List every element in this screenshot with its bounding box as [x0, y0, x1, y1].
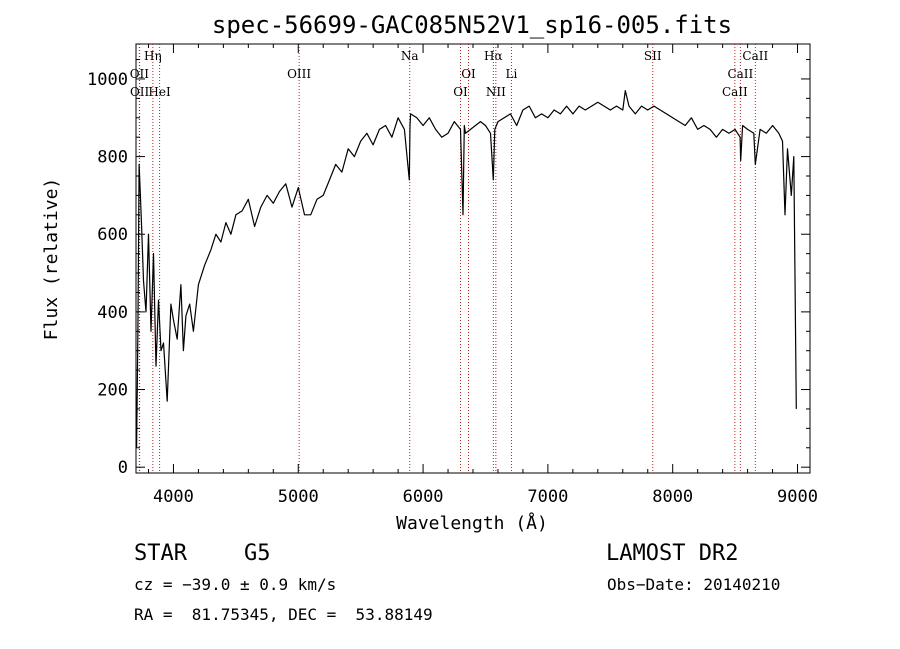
- spectrum-series: [136, 89, 797, 448]
- redshift-velocity: cz = −39.0 ± 0.9 km/s: [134, 575, 337, 594]
- x-axis-label: Wavelength (Å): [396, 512, 548, 534]
- spectral-line-label: NII: [486, 85, 506, 99]
- spectral-line-label: OIII: [287, 67, 311, 81]
- chart-title: spec-56699-GAC085N52V1_sp16-005.fits: [212, 11, 732, 39]
- object-class: STAR: [134, 541, 187, 566]
- spectral-line-label: Hα: [484, 49, 503, 63]
- y-tick-label: 800: [97, 148, 128, 168]
- object-subclass: G5: [244, 541, 271, 566]
- y-axis-label: Flux (relative): [41, 178, 62, 341]
- spectral-line-label: OI: [461, 67, 476, 81]
- plot-border: [135, 43, 811, 474]
- spectral-line-label: OI: [453, 85, 468, 99]
- x-tick-label: 7000: [527, 487, 568, 507]
- plot-frame: [135, 43, 811, 474]
- y-tick-label: 600: [97, 225, 128, 245]
- spectrum-chart: spec-56699-GAC085N52V1_sp16-005.fits Hη O…: [41, 11, 818, 534]
- spectral-line-label: CaII: [742, 49, 768, 63]
- spectral-line-label: CaII: [722, 85, 748, 99]
- axis-ticks: 4000 5000 6000 7000 8000 9000 0 200 400 600 800 100…: [87, 44, 818, 507]
- x-tick-label: 6000: [403, 487, 444, 507]
- spectral-line-label: Li: [506, 67, 518, 81]
- spectral-line-label: HeI: [148, 85, 171, 99]
- y-tick-label: 1000: [87, 70, 128, 90]
- spectral-line-label: CaII: [727, 67, 753, 81]
- spectral-line-label: OII: [130, 85, 150, 99]
- y-tick-label: 0: [118, 458, 128, 478]
- spectrum-line: [136, 89, 797, 448]
- observation-date: Obs−Date: 20140210: [607, 575, 781, 594]
- spectral-line-label: SII: [644, 49, 662, 63]
- spectral-line-label: Hη: [144, 49, 162, 63]
- y-tick-label: 400: [97, 303, 128, 323]
- sky-coordinates: RA = 81.75345, DEC = 53.88149: [134, 605, 433, 624]
- x-tick-label: 8000: [652, 487, 693, 507]
- x-tick-label: 9000: [777, 487, 818, 507]
- x-tick-label: 5000: [278, 487, 319, 507]
- spectral-line-label: Na: [401, 49, 419, 63]
- x-tick-label: 4000: [153, 487, 194, 507]
- y-tick-label: 200: [97, 381, 128, 401]
- survey-release: LAMOST DR2: [606, 541, 739, 566]
